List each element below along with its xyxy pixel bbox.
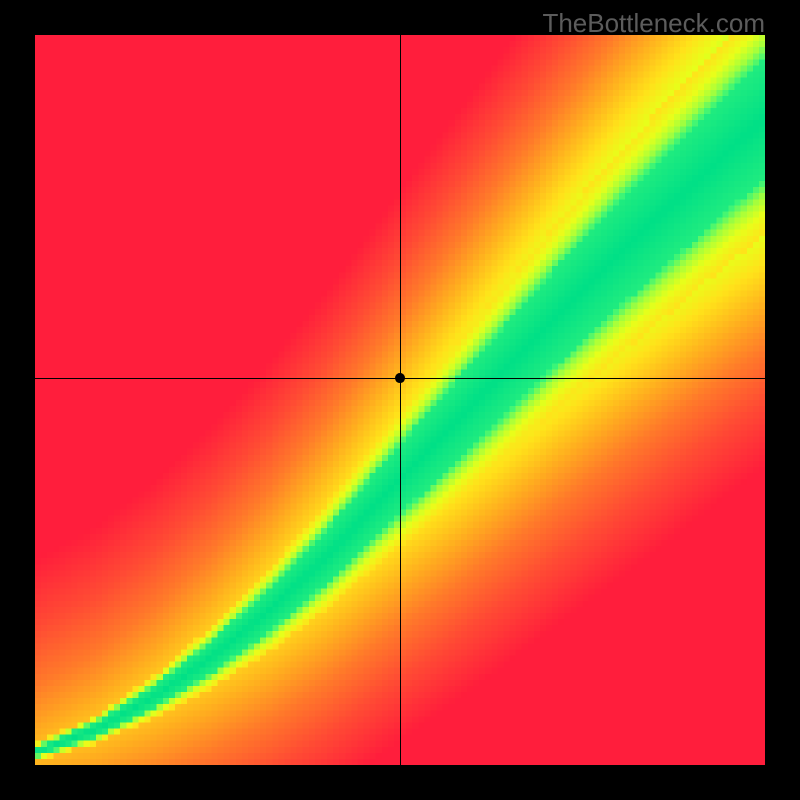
watermark-text: TheBottleneck.com [542,8,765,39]
crosshair-overlay [35,35,765,765]
heatmap-plot-area [35,35,765,765]
